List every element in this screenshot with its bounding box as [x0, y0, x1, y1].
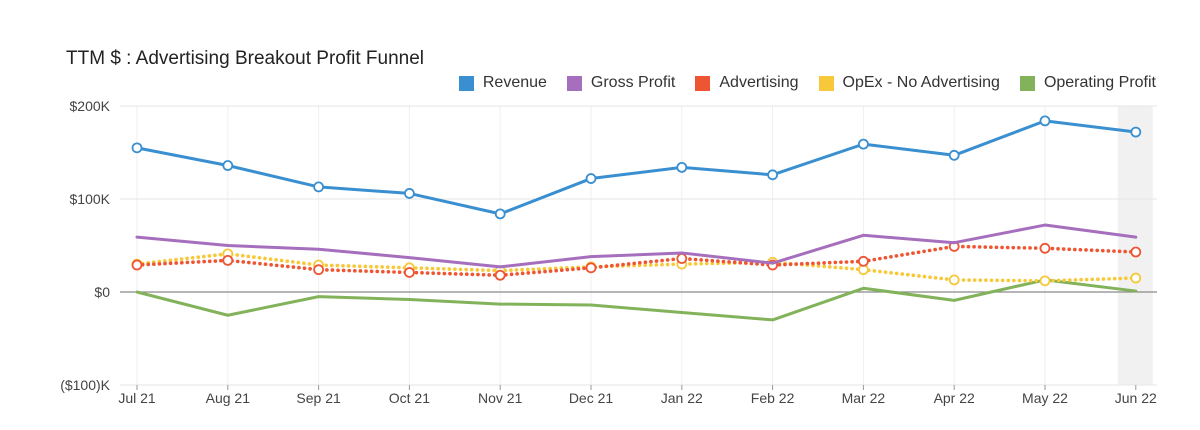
y-axis-tick-label: ($100)K [60, 377, 110, 393]
data-point-revenue [313, 181, 325, 193]
legend-swatch-gross-profit [566, 75, 582, 91]
data-point-revenue [403, 188, 415, 199]
legend-item-advertising[interactable]: Advertising [695, 74, 799, 92]
legend-item-gross-profit[interactable]: Gross Profit [566, 74, 676, 92]
y-axis-tick-label: $200K [70, 98, 111, 114]
legend-swatch-revenue [458, 75, 474, 91]
legend-label-operating-profit: Operating Profit [1043, 74, 1156, 91]
x-axis-tick-label: Apr 22 [934, 390, 975, 406]
data-point-advertising [676, 253, 688, 264]
x-axis-tick-label: Feb 22 [751, 390, 795, 406]
data-point-advertising [1039, 242, 1051, 254]
series-line-gross-profit [135, 223, 1138, 269]
series-line-revenue [135, 119, 1138, 216]
data-point-revenue [222, 160, 234, 171]
data-point-advertising [131, 259, 143, 271]
x-axis-tick-label: Aug 21 [206, 390, 251, 406]
x-axis-tick-label: Jul 21 [118, 390, 156, 406]
data-point-advertising [858, 255, 869, 267]
y-axis-tick-label: $100K [70, 191, 111, 207]
series-line-advertising [135, 244, 1138, 278]
legend-item-operating-profit[interactable]: Operating Profit [1019, 74, 1156, 92]
x-axis-tick-label: Jun 22 [1115, 390, 1157, 406]
data-point-opex-no-advertising [1130, 272, 1142, 284]
data-point-revenue [767, 169, 778, 181]
data-point-advertising [585, 262, 597, 274]
x-axis-tick-label: Dec 21 [569, 390, 614, 406]
data-point-revenue [131, 142, 143, 154]
data-point-revenue [1130, 126, 1142, 138]
legend-label-opex-no-advertising: OpEx - No Advertising [842, 74, 1000, 91]
data-point-advertising [222, 254, 234, 266]
x-axis-tick-label: May 22 [1022, 390, 1068, 406]
x-axis-tick-label: Mar 22 [842, 390, 886, 406]
legend-label-gross-profit: Gross Profit [590, 74, 676, 91]
data-point-revenue [1039, 115, 1051, 127]
y-axis-tick-label: $0 [94, 284, 110, 300]
data-point-advertising [403, 267, 415, 278]
series-line-opex-no-advertising [135, 252, 1138, 283]
data-point-opex-no-advertising [1039, 275, 1051, 287]
data-point-revenue [676, 161, 688, 173]
x-axis-tick-label: Oct 21 [389, 390, 430, 406]
chart-legend: Revenue Gross Profit Advertising OpEx - … [458, 74, 1156, 92]
legend-item-revenue[interactable]: Revenue [458, 74, 547, 92]
x-axis-tick-label: Nov 21 [478, 390, 523, 406]
data-point-revenue [858, 138, 869, 150]
data-point-advertising [313, 264, 325, 276]
data-point-revenue [585, 173, 597, 184]
x-axis-tick-label: Jan 22 [661, 390, 703, 406]
data-point-opex-no-advertising [948, 274, 960, 286]
legend-swatch-operating-profit [1019, 75, 1035, 91]
x-axis-tick-label: Sep 21 [296, 390, 341, 406]
legend-label-advertising: Advertising [719, 74, 799, 91]
data-point-advertising [1130, 246, 1142, 258]
legend-swatch-opex-no-advertising [818, 75, 834, 91]
legend-item-opex-no-advertising[interactable]: OpEx - No Advertising [818, 74, 1000, 92]
legend-label-revenue: Revenue [482, 74, 547, 91]
data-point-revenue [494, 208, 506, 220]
chart-title: TTM $ : Advertising Breakout Profit Funn… [66, 48, 424, 69]
legend-swatch-advertising [695, 75, 711, 91]
data-point-advertising [494, 269, 506, 281]
series-line-operating-profit [135, 278, 1138, 322]
data-point-revenue [948, 149, 960, 161]
